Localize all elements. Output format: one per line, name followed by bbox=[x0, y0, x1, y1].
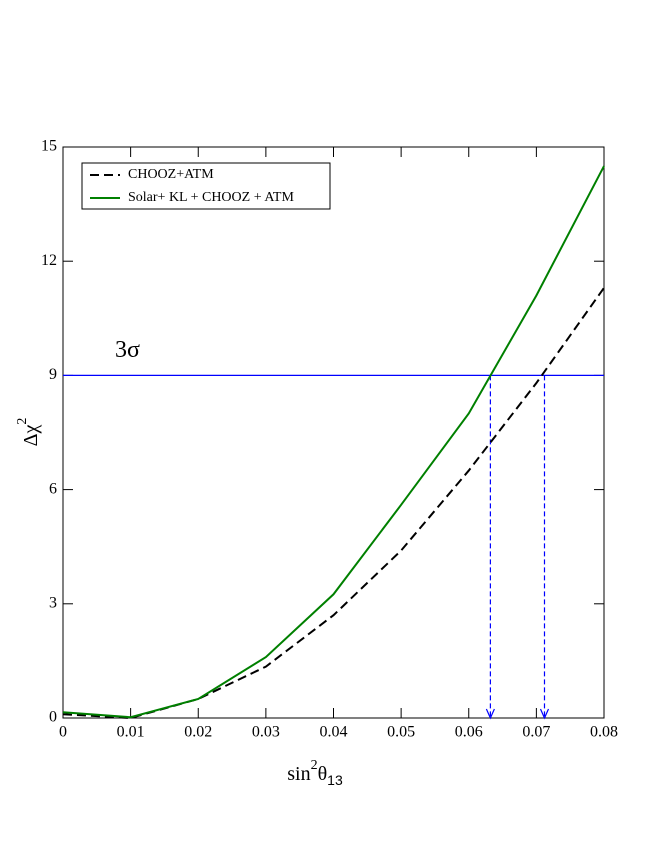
y-axis-label: Δχ2 bbox=[15, 418, 41, 447]
legend-label: CHOOZ+ATM bbox=[128, 167, 214, 182]
y-tick-label: 9 bbox=[49, 366, 57, 383]
plot-frame bbox=[62, 146, 605, 719]
x-label-part: 2 bbox=[311, 758, 318, 773]
series-line bbox=[62, 287, 605, 720]
y-tick-label: 0 bbox=[49, 709, 57, 726]
x-tick-label: 0.05 bbox=[387, 724, 415, 741]
x-label-part: sin bbox=[287, 763, 310, 785]
x-tick-label: 0.04 bbox=[320, 724, 348, 741]
series-line bbox=[62, 165, 605, 719]
x-tick-label: 0.02 bbox=[184, 724, 212, 741]
y-label-part: Δχ bbox=[20, 425, 42, 447]
x-tick-label: 0.07 bbox=[522, 724, 550, 741]
x-axis-label: sin2θ13 bbox=[287, 758, 343, 787]
y-tick-label: 6 bbox=[49, 480, 57, 497]
y-tick-label: 3 bbox=[49, 594, 57, 611]
y-label-part: 2 bbox=[15, 418, 30, 425]
reference-label: 3σ bbox=[115, 337, 140, 363]
x-tick-label: 0.08 bbox=[590, 724, 618, 741]
y-tick-label: 12 bbox=[41, 252, 57, 269]
x-tick-label: 0.06 bbox=[455, 724, 483, 741]
arrow-head bbox=[539, 708, 550, 720]
x-tick-label: 0 bbox=[59, 724, 67, 741]
legend-label: Solar+ KL + CHOOZ + ATM bbox=[128, 190, 294, 205]
x-label-part: θ bbox=[318, 763, 328, 785]
x-tick-label: 0.01 bbox=[117, 724, 145, 741]
arrow-head bbox=[485, 708, 495, 720]
y-tick-label: 15 bbox=[41, 138, 57, 155]
x-tick-label: 0.03 bbox=[252, 724, 280, 741]
x-label-part: 13 bbox=[327, 772, 343, 788]
legend-box bbox=[81, 162, 331, 210]
